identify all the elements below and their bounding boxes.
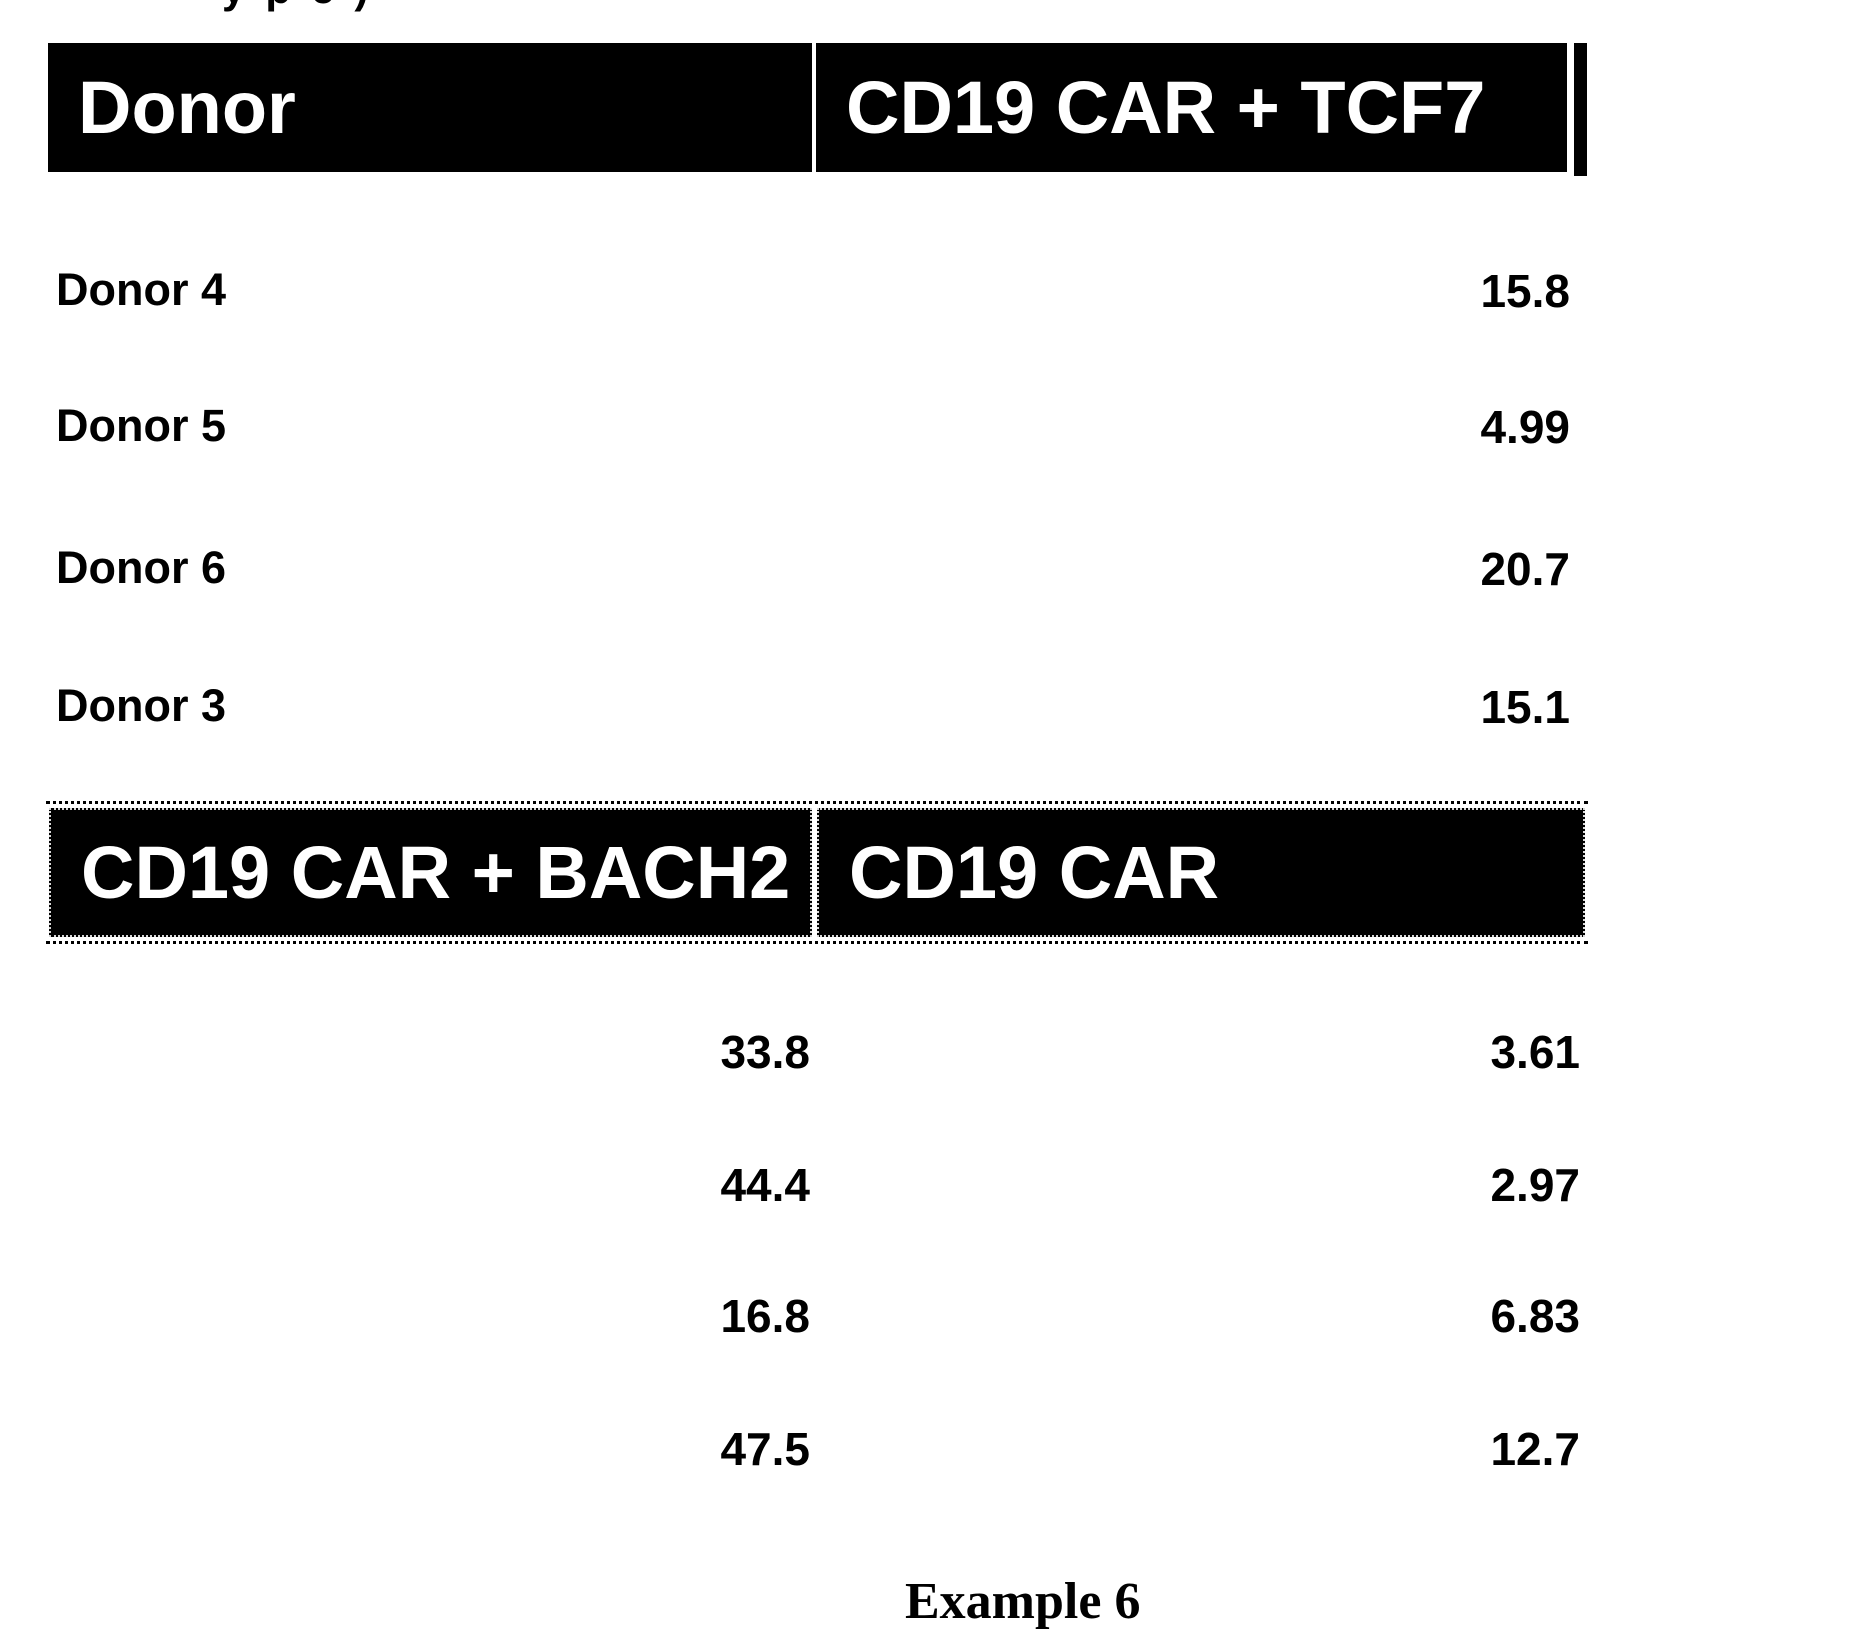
value-tcf7-donor-4: 15.8	[1480, 265, 1570, 317]
scan-dot-line-bottom	[46, 941, 1588, 944]
value-tcf7-donor-3: 15.1	[1480, 681, 1570, 733]
top-clipped-text-fragment: ype)	[222, 0, 402, 13]
value-car-donor-4: 3.61	[1490, 1026, 1580, 1078]
header-clipped-next-column-bar	[1574, 43, 1587, 176]
row-label-donor-6: Donor 6	[56, 542, 227, 593]
value-bach2-donor-6: 16.8	[720, 1290, 810, 1342]
top-clipped-text: ype)	[222, 0, 402, 13]
header-cell-cd19-car-bach2: CD19 CAR + BACH2	[49, 808, 812, 937]
value-bach2-donor-4: 33.8	[720, 1026, 810, 1078]
row-label-donor-5: Donor 5	[56, 400, 227, 451]
value-bach2-donor-5: 44.4	[720, 1159, 810, 1211]
value-car-donor-3: 12.7	[1490, 1423, 1580, 1475]
value-car-donor-5: 2.97	[1490, 1159, 1580, 1211]
value-tcf7-donor-6: 20.7	[1480, 543, 1570, 595]
value-car-donor-6: 6.83	[1490, 1290, 1580, 1342]
scan-dot-line-top	[46, 801, 1588, 804]
header-cell-cd19-car-tcf7: CD19 CAR + TCF7	[816, 43, 1567, 172]
header-cell-donor: Donor	[48, 43, 812, 172]
value-bach2-donor-3: 47.5	[720, 1423, 810, 1475]
value-tcf7-donor-5: 4.99	[1480, 401, 1570, 453]
example-caption: Example 6	[905, 1573, 1141, 1630]
row-label-donor-3: Donor 3	[56, 680, 227, 731]
header-cell-cd19-car: CD19 CAR	[817, 808, 1585, 937]
row-label-donor-4: Donor 4	[56, 264, 227, 315]
